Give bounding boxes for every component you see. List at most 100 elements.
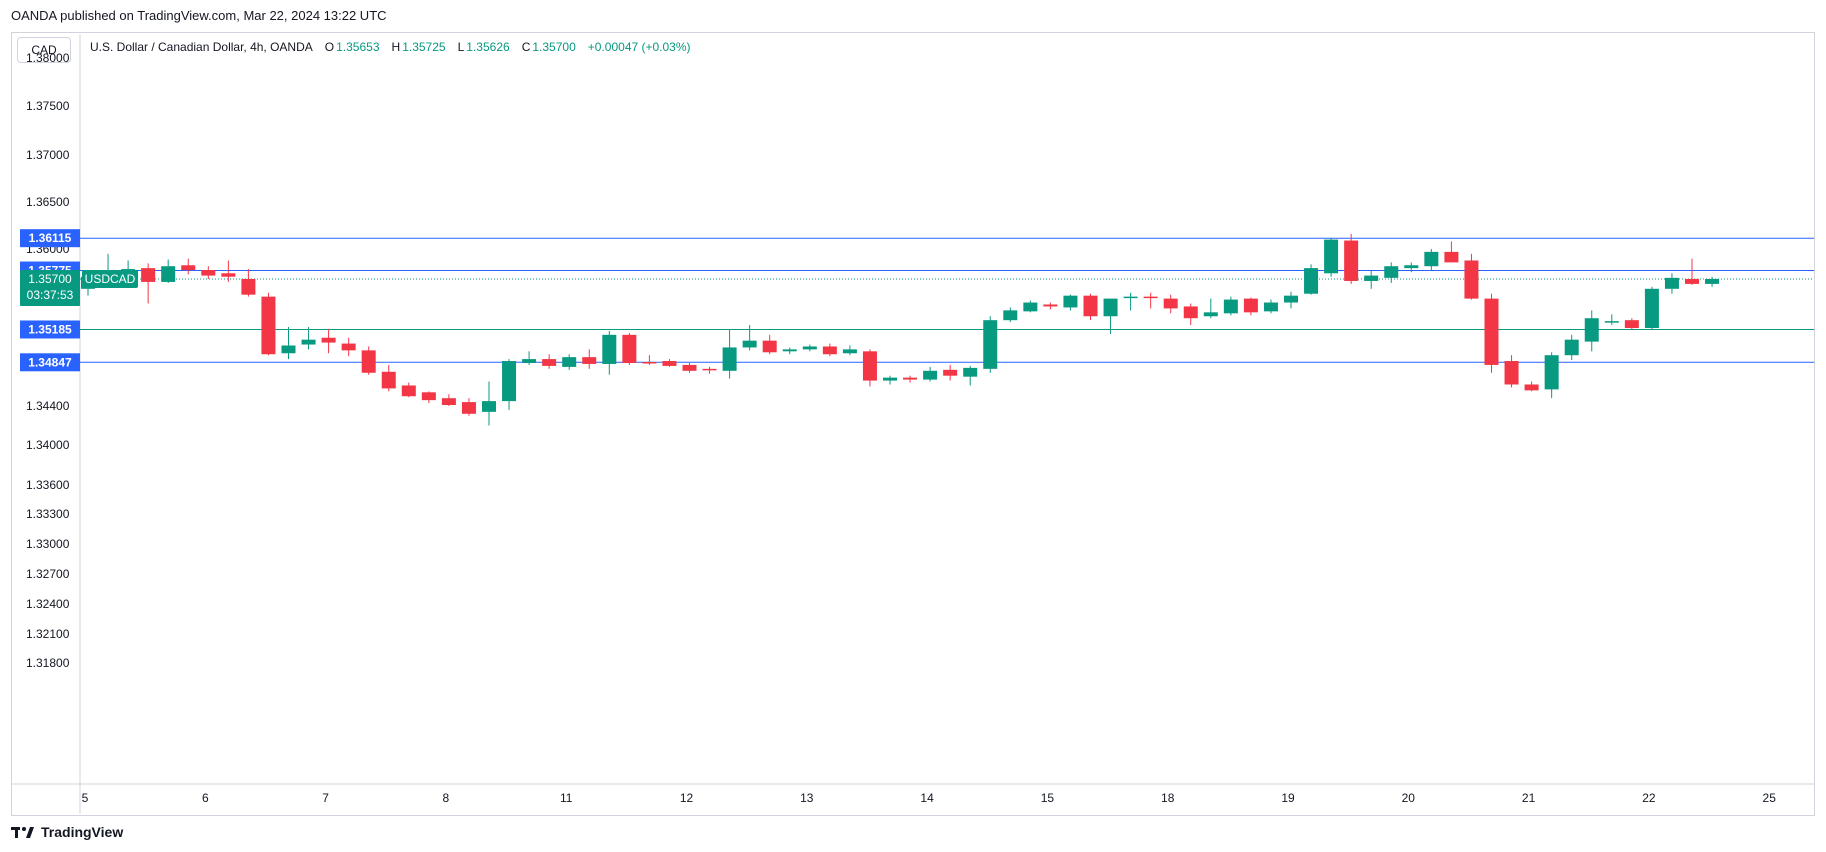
candle-body: [1524, 384, 1539, 391]
candle-body: [1364, 275, 1379, 281]
x-tick-label: 7: [322, 791, 329, 805]
candle-body: [181, 265, 196, 271]
candle-body: [141, 268, 156, 282]
candle-body: [381, 371, 396, 389]
candle-body: [261, 296, 276, 355]
candle-body: [1103, 298, 1118, 317]
symbol-tag-bg: [82, 270, 138, 288]
candle-body: [522, 359, 537, 363]
horizontal-line-label: 1.34847: [28, 355, 72, 369]
candle-body: [1484, 298, 1499, 365]
candle-body: [1564, 339, 1579, 356]
candle-body: [622, 334, 637, 363]
x-tick-label: 20: [1402, 791, 1416, 805]
symbol-legend: U.S. Dollar / Canadian Dollar, 4h, OANDA…: [90, 40, 693, 54]
y-tick-label: 1.32100: [26, 627, 70, 641]
horizontal-line-label: 1.36115: [29, 231, 72, 245]
candle-body: [1664, 277, 1679, 289]
candle-body: [1404, 265, 1419, 269]
candle-body: [1444, 251, 1459, 263]
candle-body: [702, 368, 717, 371]
candle-body: [1143, 296, 1158, 299]
candle-body: [562, 357, 577, 367]
candle-body: [1344, 240, 1359, 281]
y-tick-label: 1.32400: [26, 597, 70, 611]
horizontal-line-label: 1.35185: [28, 322, 72, 336]
high-label: H: [391, 40, 401, 54]
candle-body: [1464, 260, 1479, 299]
bar-countdown-label: 03:37:53: [27, 288, 74, 302]
candle-body: [201, 270, 216, 276]
x-tick-label: 21: [1522, 791, 1536, 805]
candle-body: [421, 392, 436, 401]
y-tick-label: 1.34000: [26, 438, 70, 452]
candle-body: [642, 362, 657, 364]
close-label: C: [521, 40, 531, 54]
candle-body: [923, 370, 938, 380]
candle-body: [361, 350, 376, 373]
candle-body: [782, 349, 797, 352]
low-label: L: [457, 40, 465, 54]
candle-body: [241, 279, 256, 295]
candle-body: [1705, 279, 1720, 284]
horizontal-line-label-bg: [20, 353, 80, 372]
candle-body: [401, 385, 416, 397]
candle-body: [1584, 318, 1599, 342]
y-tick-label: 1.33000: [26, 537, 70, 551]
candle-body: [1223, 299, 1238, 314]
published-credit: OANDA published on TradingView.com, Mar …: [11, 8, 387, 23]
candle-body: [1203, 312, 1218, 317]
horizontal-line-label-bg: [20, 320, 80, 339]
x-tick-label: 12: [680, 791, 694, 805]
currency-scale-button[interactable]: CAD: [17, 37, 71, 63]
symbol-description: U.S. Dollar / Canadian Dollar, 4h, OANDA: [90, 40, 313, 54]
x-tick-label: 18: [1161, 791, 1175, 805]
x-tick-label: 25: [1763, 791, 1777, 805]
candle-body: [1504, 361, 1519, 385]
candle-body: [1243, 298, 1258, 313]
candle-body: [321, 337, 336, 343]
candle-body: [1685, 279, 1699, 284]
x-tick-label: 13: [800, 791, 814, 805]
candle-body: [1043, 304, 1058, 307]
symbol-tag-label: USDCAD: [85, 272, 136, 286]
y-tick-label: 1.34400: [26, 399, 70, 413]
open-label: O: [324, 40, 335, 54]
candle-body: [221, 273, 236, 277]
candle-body: [301, 339, 316, 345]
change-value: +0.00047 (+0.03%): [587, 40, 691, 54]
candle-body: [1324, 239, 1339, 274]
candle-body: [1163, 298, 1178, 309]
tradingview-brand: TradingView: [11, 824, 123, 840]
candle-body: [862, 351, 877, 381]
tradingview-logo-icon: [11, 827, 34, 838]
candle-body: [1604, 321, 1619, 323]
candle-body: [602, 334, 617, 364]
y-tick-label: 1.37500: [26, 99, 70, 113]
candle-body: [461, 402, 476, 414]
x-tick-label: 15: [1041, 791, 1055, 805]
candle-body: [903, 377, 918, 380]
x-tick-label: 6: [202, 791, 209, 805]
candle-body: [482, 401, 496, 412]
candle-body: [1624, 320, 1639, 329]
candle-body: [1003, 310, 1018, 321]
candle-body: [1023, 302, 1038, 312]
candle-body: [662, 361, 677, 366]
candle-body: [1424, 251, 1439, 267]
candle-body: [542, 359, 557, 366]
candle-body: [1544, 355, 1559, 390]
x-tick-label: 11: [560, 791, 573, 805]
candle-body: [1063, 295, 1078, 308]
candle-body: [341, 343, 356, 351]
candle-body: [1083, 295, 1098, 317]
last-price-label-bg: [20, 270, 80, 306]
candle-body: [1183, 306, 1198, 319]
x-tick-label: 19: [1281, 791, 1295, 805]
y-tick-label: 1.33300: [26, 507, 70, 521]
horizontal-line-label-bg: [20, 229, 80, 248]
candle-body: [842, 349, 857, 354]
candle-body: [802, 346, 817, 350]
brand-name: TradingView: [41, 824, 124, 840]
